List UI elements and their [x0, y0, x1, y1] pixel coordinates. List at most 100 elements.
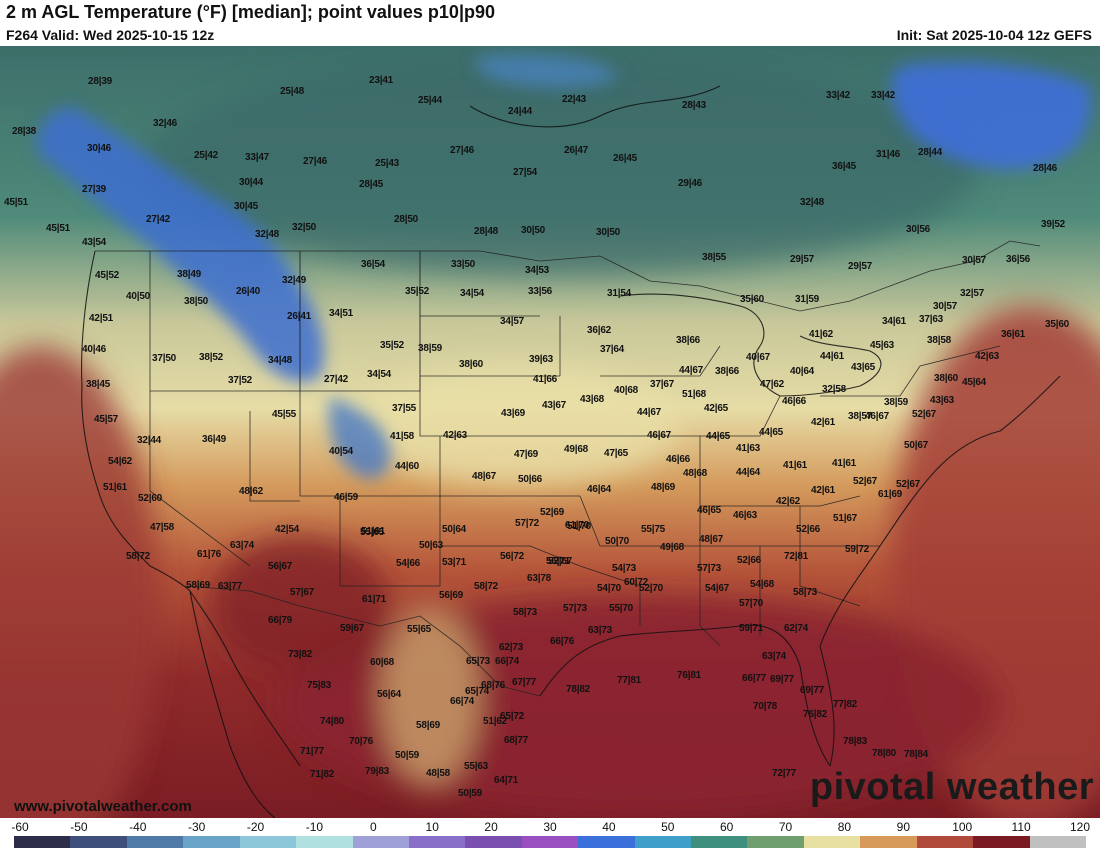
point-value-label: 38|57 — [848, 411, 873, 422]
colorbar-segment — [973, 836, 1030, 848]
colorbar-segment — [521, 836, 579, 848]
colorbar-tick-label: 10 — [425, 820, 439, 834]
point-value-label: 44|64 — [736, 467, 761, 478]
point-value-label: 24|44 — [508, 106, 533, 117]
colorbar-segment — [70, 836, 127, 848]
brand-logo: pivotal weather — [809, 766, 1094, 808]
point-value-label: 55|65 — [360, 527, 385, 538]
point-value-label: 45|55 — [272, 409, 297, 420]
colorbar-tick-label: 110 — [1011, 820, 1031, 834]
point-value-label: 32|46 — [153, 118, 178, 129]
point-value-label: 38|45 — [86, 379, 111, 390]
state-line — [419, 376, 600, 437]
warm-pacific-region — [0, 346, 160, 818]
point-value-label: 27|54 — [513, 167, 538, 178]
state-line — [700, 495, 861, 507]
point-value-label: 30|50 — [521, 225, 546, 236]
point-value-label: 36|45 — [832, 161, 857, 172]
point-value-label: 53|71 — [442, 557, 467, 568]
point-value-label: 52|67 — [853, 476, 878, 487]
colorbar-tick-label: 90 — [896, 820, 911, 834]
point-value-label: 38|66 — [676, 335, 701, 346]
point-value-label: 40|46 — [82, 344, 107, 355]
point-value-label: 66|74 — [450, 696, 475, 707]
point-value-label: 44|67 — [679, 365, 704, 376]
point-value-label: 29|46 — [678, 178, 703, 189]
point-value-label: 42|62 — [776, 496, 801, 507]
point-value-label: 43|54 — [82, 237, 107, 248]
point-value-label: 52|67 — [912, 409, 937, 420]
point-value-label: 32|58 — [822, 384, 847, 395]
point-value-label: 52|69 — [540, 507, 565, 518]
point-values-layer: 28|39 25|48 23|41 28|38 32|46 25|44 22|43 28|43… — [0, 46, 1100, 818]
point-value-label: 41|61 — [783, 460, 808, 471]
canada-cool-region — [140, 56, 980, 276]
point-value-label: 60|72 — [624, 577, 649, 588]
point-value-label: 22|43 — [562, 94, 587, 105]
colorbar-tick-label: -50 — [70, 820, 88, 834]
point-value-label: 54|67 — [705, 583, 730, 594]
point-value-label: 55|63 — [464, 761, 489, 772]
colorbar-segment — [408, 836, 466, 848]
point-value-label: 50|70 — [605, 536, 630, 547]
gulf-coastline — [539, 624, 831, 767]
point-value-label: 52|67 — [548, 556, 573, 567]
state-line — [799, 506, 861, 607]
point-value-label: 58|72 — [474, 581, 499, 592]
point-value-label: 61|69 — [878, 489, 903, 500]
point-value-label: 48|62 — [239, 486, 264, 497]
point-value-label: 32|49 — [282, 275, 307, 286]
point-value-label: 38|49 — [177, 269, 202, 280]
point-value-label: 48|58 — [426, 768, 451, 779]
point-value-label: 30|50 — [596, 227, 621, 238]
point-value-label: 44|67 — [637, 407, 662, 418]
atlantic-coastline — [819, 375, 1061, 767]
point-value-label: 46|59 — [334, 492, 359, 503]
point-value-label: 54|66 — [396, 558, 421, 569]
point-value-label: 76|81 — [677, 670, 702, 681]
point-value-label: 43|63 — [930, 395, 955, 406]
point-value-label: 34|51 — [329, 308, 354, 319]
point-value-label: 42|61 — [811, 417, 836, 428]
point-value-label: 52|67 — [896, 479, 921, 490]
point-value-label: 30|46 — [87, 143, 112, 154]
map-area: 28|39 25|48 23|41 28|38 32|46 25|44 22|43 28|43… — [0, 46, 1100, 818]
great-lakes-outline — [619, 293, 882, 397]
point-value-label: 33|47 — [245, 152, 270, 163]
point-value-label: 50|67 — [904, 440, 929, 451]
state-line — [440, 495, 640, 547]
point-value-label: 32|50 — [292, 222, 317, 233]
point-value-label: 43|68 — [580, 394, 605, 405]
point-value-label: 35|52 — [405, 286, 430, 297]
point-value-label: 62|74 — [784, 623, 809, 634]
point-value-label: 78|84 — [904, 749, 929, 760]
point-value-label: 51|67 — [833, 513, 858, 524]
colorbar-tick-label: -30 — [187, 820, 206, 834]
point-value-label: 26|45 — [613, 153, 638, 164]
point-value-label: 27|42 — [324, 374, 349, 385]
point-value-label: 45|51 — [4, 197, 29, 208]
point-value-label: 36|61 — [1001, 329, 1026, 340]
quebec-cold-region — [891, 62, 1091, 170]
point-value-label: 64|71 — [494, 775, 519, 786]
point-value-label: 47|65 — [604, 448, 629, 459]
point-value-label: 34|54 — [367, 369, 392, 380]
point-value-label: 40|64 — [790, 366, 815, 377]
point-value-label: 50|59 — [395, 750, 420, 761]
point-value-label: 77|81 — [617, 675, 642, 686]
point-value-label: 33|42 — [871, 90, 896, 101]
point-value-label: 38|58 — [927, 335, 952, 346]
point-value-label: 56|72 — [500, 551, 525, 562]
point-value-label: 74|80 — [320, 716, 345, 727]
point-value-label: 27|46 — [303, 156, 328, 167]
point-value-label: 28|44 — [918, 147, 943, 158]
point-value-label: 25|43 — [375, 158, 400, 169]
us-canada-border — [95, 240, 1041, 312]
state-line — [600, 345, 721, 377]
point-value-label: 61|76 — [197, 549, 222, 560]
point-value-label: 48|69 — [651, 482, 676, 493]
point-value-label: 41|63 — [736, 443, 761, 454]
state-line — [149, 391, 251, 567]
point-value-label: 33|50 — [451, 259, 476, 270]
point-value-label: 45|52 — [95, 270, 120, 281]
